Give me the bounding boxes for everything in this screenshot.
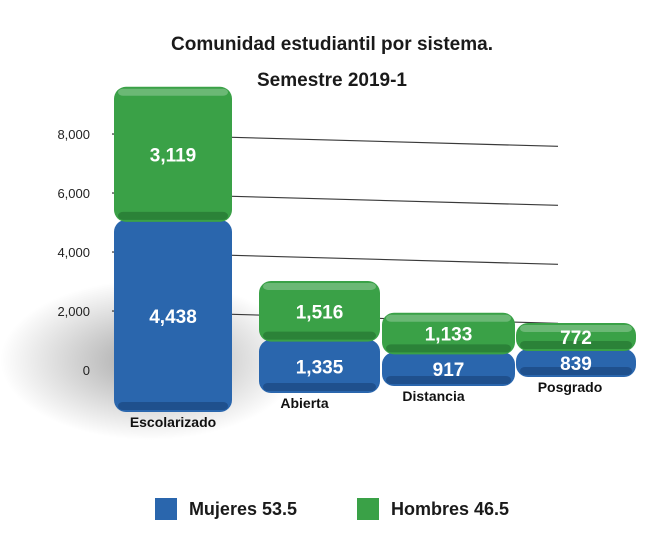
bar-escolarizado-mujeres xyxy=(114,219,232,412)
data-label-abierta-mujeres: 1,335 xyxy=(296,357,344,378)
bar-abierta-hombres-face xyxy=(259,280,380,342)
legend-swatch-hombres xyxy=(357,498,379,520)
y-tick-label: 6,000 xyxy=(57,186,90,201)
bar-escolarizado-hombres-shade xyxy=(118,211,228,220)
bar-posgrado-hombres-shade xyxy=(520,341,632,349)
data-label-distancia-mujeres: 917 xyxy=(433,360,465,381)
chart-title: Comunidad estudiantil por sistema. xyxy=(171,34,493,55)
data-label-posgrado-hombres: 772 xyxy=(560,328,592,349)
data-label-escolarizado-mujeres: 4,438 xyxy=(149,307,197,328)
bar-escolarizado-mujeres-face xyxy=(114,219,232,412)
bar-abierta-mujeres-shade xyxy=(263,383,376,391)
bar-abierta-hombres-shade xyxy=(263,331,376,340)
bar-posgrado-hombres-highlight xyxy=(520,325,632,332)
bar-distancia-hombres xyxy=(382,312,515,355)
bar-abierta-mujeres-face xyxy=(259,339,380,393)
bar-distancia-mujeres xyxy=(382,352,515,386)
bar-posgrado-hombres xyxy=(516,323,636,351)
bar-abierta-hombres xyxy=(259,280,380,342)
bar-posgrado-mujeres-shade xyxy=(520,367,632,375)
y-tick-label: 8,000 xyxy=(57,127,90,142)
bar-distancia-hombres-highlight xyxy=(386,314,511,322)
bar-abierta-mujeres xyxy=(259,339,380,393)
data-label-escolarizado-hombres: 3,119 xyxy=(150,145,197,166)
category-label-escolarizado: Escolarizado xyxy=(130,414,216,430)
legend-label-hombres: Hombres 46.5 xyxy=(391,498,510,519)
bar-escolarizado-hombres-face xyxy=(114,86,232,222)
bar-distancia-hombres-face xyxy=(382,312,515,355)
legend-label-mujeres: Mujeres 53.5 xyxy=(188,498,297,519)
category-label-abierta: Abierta xyxy=(280,395,328,411)
category-label-distancia: Distancia xyxy=(402,388,464,404)
data-label-distancia-hombres: 1,133 xyxy=(425,325,473,346)
plot-area: 0 2,000 4,000 6,000 8,000 4,438 3,119 Escolari… xyxy=(0,86,636,440)
legend-item-mujeres: Mujeres 53.5 xyxy=(154,498,297,520)
bar-escolarizado-mujeres-shade xyxy=(118,402,228,410)
bar-escolarizado-hombres xyxy=(114,86,232,222)
chart-subtitle: Semestre 2019-1 xyxy=(257,70,407,91)
legend-swatch-mujeres xyxy=(154,498,177,520)
y-tick-label: 0 xyxy=(83,363,90,378)
bar-distancia-hombres-shade xyxy=(386,344,511,353)
category-label-posgrado: Posgrado xyxy=(538,379,603,395)
data-label-abierta-hombres: 1,516 xyxy=(296,302,344,323)
bar-abierta-hombres-highlight xyxy=(263,282,376,290)
legend-item-hombres: Hombres 46.5 xyxy=(357,498,509,520)
y-tick-label: 2,000 xyxy=(57,304,90,319)
bar-escolarizado-hombres-highlight xyxy=(118,88,228,96)
data-label-posgrado-mujeres: 839 xyxy=(560,354,592,375)
bar-posgrado-mujeres xyxy=(516,349,636,377)
bar-distancia-mujeres-shade xyxy=(386,376,511,384)
legend: Mujeres 53.5 Hombres 46.5 xyxy=(0,498,664,520)
y-tick-label: 4,000 xyxy=(57,245,90,260)
